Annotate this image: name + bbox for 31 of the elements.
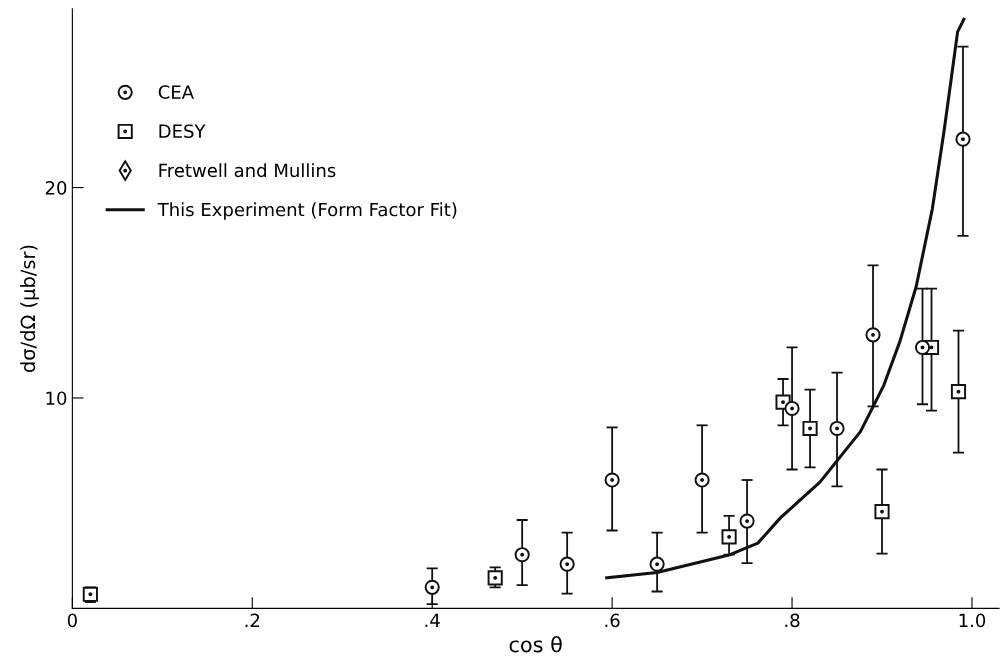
point bbox=[424, 579, 440, 595]
x-tick-label: .8 bbox=[785, 613, 800, 628]
x-tick-label: 1.0 bbox=[959, 613, 986, 628]
y-axis-title: dσ/dΩ (μb/sr) bbox=[20, 245, 39, 373]
point bbox=[865, 327, 881, 343]
point bbox=[649, 556, 665, 572]
x-tick-label: 0 bbox=[67, 613, 77, 628]
legend-label: DESY bbox=[159, 124, 206, 139]
x-tick-label: .4 bbox=[425, 613, 440, 627]
point bbox=[914, 339, 931, 356]
y-tick-label: 10 bbox=[46, 391, 67, 406]
point bbox=[721, 529, 737, 545]
point bbox=[514, 547, 530, 563]
x-axis-title: cos θ bbox=[509, 636, 562, 653]
legend-label: CEA bbox=[158, 85, 194, 99]
point bbox=[694, 472, 710, 488]
point bbox=[829, 420, 845, 437]
point bbox=[874, 504, 890, 520]
point bbox=[955, 131, 971, 147]
x-tick-label: .2 bbox=[245, 613, 260, 627]
point bbox=[604, 472, 620, 488]
point bbox=[487, 570, 503, 586]
point bbox=[559, 556, 575, 572]
point bbox=[802, 420, 818, 437]
legend-label: Fretwell and Mullins bbox=[159, 163, 336, 178]
point bbox=[739, 513, 755, 529]
y-tick-label: 20 bbox=[45, 181, 67, 195]
x-tick-label: .6 bbox=[605, 613, 620, 628]
legend-label: This Experiment (Form Factor Fit) bbox=[157, 202, 457, 220]
point bbox=[950, 384, 967, 400]
point bbox=[784, 400, 800, 417]
